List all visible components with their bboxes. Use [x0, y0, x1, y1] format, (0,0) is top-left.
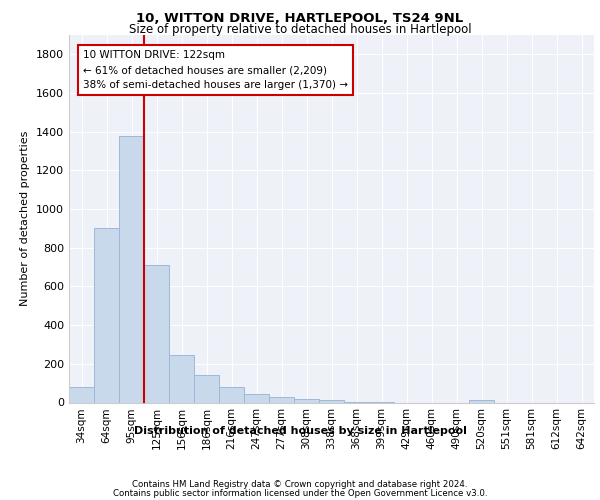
Text: 10, WITTON DRIVE, HARTLEPOOL, TS24 9NL: 10, WITTON DRIVE, HARTLEPOOL, TS24 9NL	[136, 12, 464, 26]
Bar	[69, 387, 94, 402]
Bar	[144, 265, 169, 402]
Bar	[294, 398, 319, 402]
Bar	[94, 228, 119, 402]
Bar	[469, 400, 494, 402]
Bar	[194, 376, 219, 402]
Bar	[319, 400, 344, 402]
Text: 10 WITTON DRIVE: 122sqm
← 61% of detached houses are smaller (2,209)
38% of semi: 10 WITTON DRIVE: 122sqm ← 61% of detache…	[83, 50, 348, 90]
Bar	[244, 394, 269, 402]
Text: Contains HM Land Registry data © Crown copyright and database right 2024.: Contains HM Land Registry data © Crown c…	[132, 480, 468, 489]
Bar	[269, 396, 294, 402]
Y-axis label: Number of detached properties: Number of detached properties	[20, 131, 31, 306]
Bar	[219, 387, 244, 402]
Text: Distribution of detached houses by size in Hartlepool: Distribution of detached houses by size …	[134, 426, 466, 436]
Text: Contains public sector information licensed under the Open Government Licence v3: Contains public sector information licen…	[113, 488, 487, 498]
Text: Size of property relative to detached houses in Hartlepool: Size of property relative to detached ho…	[128, 22, 472, 36]
Bar	[169, 355, 194, 403]
Bar	[119, 136, 144, 402]
